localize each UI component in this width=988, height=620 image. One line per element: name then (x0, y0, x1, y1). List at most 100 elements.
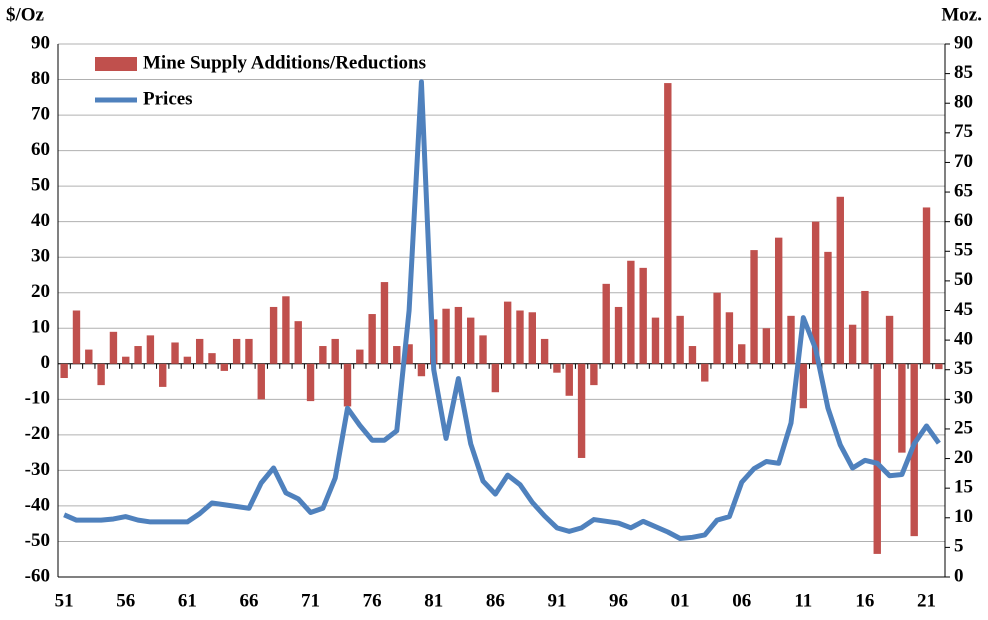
bar (553, 363, 561, 373)
bar (368, 314, 376, 364)
bar (60, 363, 68, 379)
bar (738, 344, 746, 364)
bar (848, 324, 857, 364)
y2-tick-label: 70 (954, 151, 973, 172)
y-axis-title: $/Oz (6, 4, 45, 25)
y2-tick-label: 85 (954, 62, 973, 83)
x-tick-label: 21 (917, 590, 936, 611)
bar (590, 363, 598, 386)
bar (762, 328, 771, 364)
y-tick-label: 70 (31, 103, 50, 124)
bar (898, 363, 906, 453)
bar (306, 363, 315, 402)
y2-tick-label: 15 (954, 477, 973, 498)
bar (159, 363, 167, 387)
bar (516, 310, 524, 364)
bar (269, 306, 278, 364)
y2-tick-label: 20 (954, 447, 973, 468)
bar (787, 315, 795, 364)
x-tick-label: 96 (609, 590, 628, 611)
y2-tick-label: 35 (954, 358, 973, 379)
bar (750, 250, 758, 364)
y-tick-label: -10 (25, 388, 50, 409)
y-tick-label: 30 (31, 246, 50, 267)
bar (319, 346, 327, 364)
y-tick-label: -50 (25, 530, 50, 551)
bar (491, 363, 500, 393)
bar (454, 306, 463, 364)
bar (540, 338, 549, 364)
y2-tick-label: 25 (954, 417, 973, 438)
bar (577, 363, 586, 458)
x-tick-label: 56 (116, 590, 135, 611)
legend-swatch (95, 57, 137, 71)
y-tick-label: 20 (31, 281, 50, 302)
x-tick-label: 66 (239, 590, 258, 611)
y-tick-label: 50 (31, 174, 50, 195)
y2-axis-title: Moz. (941, 4, 982, 25)
x-tick-label: 76 (363, 590, 382, 611)
bar (664, 83, 672, 364)
bar (861, 290, 869, 364)
bar (356, 349, 364, 364)
bar (565, 363, 573, 396)
bar (380, 282, 389, 364)
x-tick-label: 61 (178, 590, 197, 611)
bar (922, 207, 931, 364)
bar (811, 221, 820, 364)
y2-tick-label: 5 (954, 536, 964, 557)
bar (195, 338, 204, 364)
bar (72, 310, 81, 364)
bar (688, 346, 697, 364)
bar (725, 312, 734, 364)
x-tick-label: 11 (794, 590, 812, 611)
bar (479, 335, 487, 364)
x-tick-label: 01 (671, 590, 690, 611)
y-tick-label: -40 (25, 494, 50, 515)
bar (331, 338, 339, 364)
bar (528, 312, 536, 364)
y2-tick-label: 0 (954, 565, 964, 586)
y2-tick-label: 75 (954, 121, 973, 142)
bar (713, 292, 721, 364)
bar (417, 363, 426, 377)
bar (701, 363, 709, 382)
bar (602, 283, 610, 364)
y-tick-label: 90 (31, 32, 50, 53)
bar (627, 260, 635, 364)
y-tick-label: 10 (31, 317, 50, 338)
y-tick-label: 40 (31, 210, 50, 231)
bar (393, 346, 401, 364)
x-tick-label: 06 (732, 590, 751, 611)
bar (651, 317, 660, 364)
y2-tick-label: 65 (954, 180, 973, 201)
bar (503, 301, 512, 364)
y-tick-label: 0 (41, 352, 51, 373)
bar (614, 306, 623, 364)
legend-label: Prices (143, 88, 193, 109)
bar (676, 315, 684, 364)
y2-tick-label: 60 (954, 210, 973, 231)
bar (873, 363, 881, 554)
x-tick-label: 51 (55, 590, 74, 611)
y2-tick-label: 90 (954, 32, 973, 53)
bar (405, 344, 413, 364)
bar (935, 363, 943, 370)
bar (824, 251, 832, 364)
y2-tick-label: 80 (954, 92, 973, 113)
bar (442, 308, 450, 364)
bar (134, 346, 142, 364)
bar (467, 317, 475, 364)
y-tick-label: -30 (25, 459, 50, 480)
y2-tick-label: 50 (954, 269, 973, 290)
x-tick-label: 71 (301, 590, 320, 611)
x-tick-label: 16 (855, 590, 874, 611)
y-tick-label: -20 (25, 423, 50, 444)
bar (97, 363, 105, 386)
bar (232, 338, 241, 364)
y-tick-label: 80 (31, 68, 50, 89)
y2-tick-label: 40 (954, 328, 973, 349)
bar (343, 363, 352, 407)
bar (109, 331, 118, 364)
